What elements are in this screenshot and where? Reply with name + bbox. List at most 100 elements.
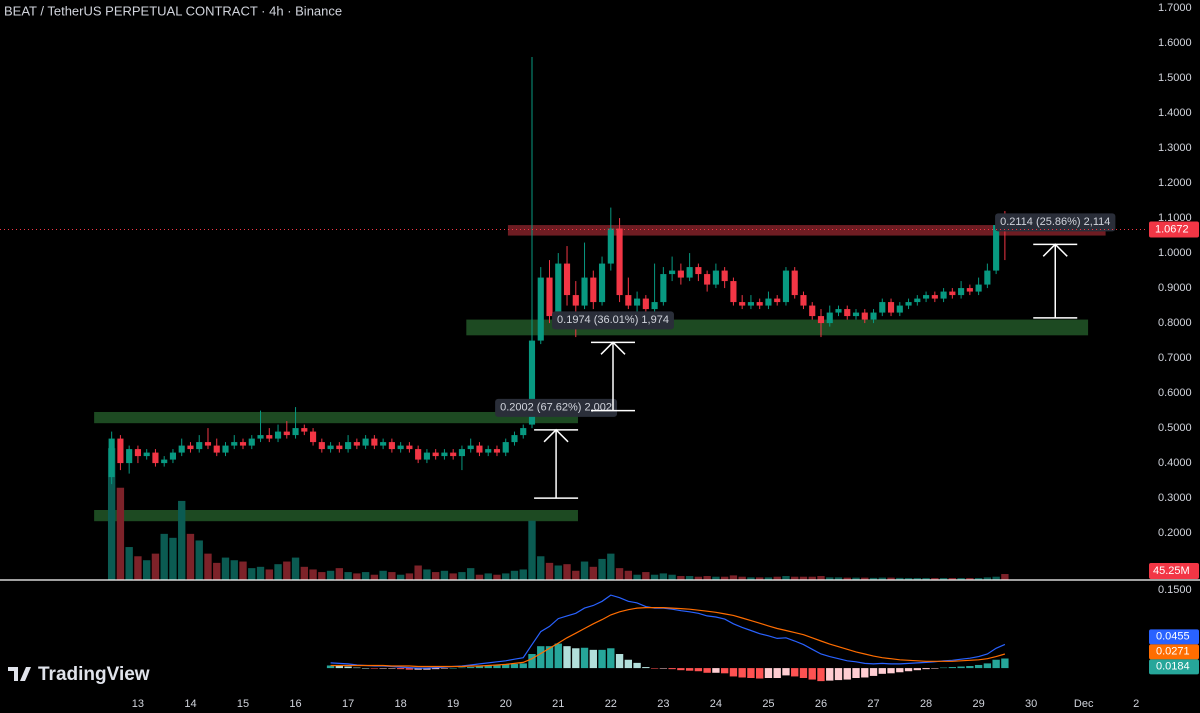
macd-histogram-bar (493, 664, 501, 669)
macd-value-bg (1149, 644, 1199, 660)
candle-body (318, 442, 325, 450)
volume-bar (852, 577, 860, 580)
candle-body (572, 295, 579, 306)
candle-body (301, 428, 308, 432)
x-tick-label: 21 (552, 698, 564, 710)
macd-histogram-bar (983, 663, 992, 669)
volume-bar (186, 533, 195, 580)
macd-histogram-bar (475, 666, 484, 669)
macd-histogram-bar (458, 667, 466, 669)
volume-bar (712, 576, 720, 580)
y-tick-label: 1.7000 (1158, 2, 1192, 14)
candle-body (485, 449, 492, 453)
x-tick-label: 14 (184, 698, 196, 710)
candle-body (458, 449, 466, 457)
volume-bar (125, 547, 133, 580)
macd-histogram-bar (361, 668, 370, 669)
candle-body (528, 340, 536, 425)
volume-bar (213, 562, 221, 580)
y-tick-label: 0.7000 (1158, 352, 1192, 364)
x-tick-label: Dec (1074, 698, 1094, 710)
candle-body (634, 298, 641, 306)
volume-bar (528, 520, 536, 580)
x-tick-label: 25 (762, 698, 774, 710)
candle-body (380, 442, 387, 446)
candle-body (625, 295, 632, 306)
volume-bar (703, 576, 711, 580)
volume-bar (572, 570, 580, 580)
volume-bar (379, 570, 387, 580)
candle-body (196, 442, 203, 450)
candle-body (774, 298, 781, 303)
volume-bar (440, 570, 449, 580)
candle-body (914, 298, 921, 303)
macd-histogram-bar (668, 668, 676, 670)
macd-histogram-bar (826, 668, 834, 681)
volume-bar (904, 578, 913, 580)
volume-bar (580, 561, 589, 580)
measure: 0.2114 (25.86%) 2,114 (995, 213, 1116, 319)
macd-histogram-bar (957, 666, 965, 669)
candle-body (187, 445, 194, 450)
logo-icon (8, 667, 31, 681)
candle-body (826, 312, 833, 324)
volume-bar (484, 573, 492, 580)
y-tick-label: 0.9000 (1158, 282, 1192, 294)
macd-histogram-bar (817, 668, 825, 682)
macd-histogram-bar (720, 668, 729, 674)
volume-bar (256, 566, 265, 580)
macd-histogram-bar (808, 668, 816, 680)
candle-body (388, 442, 395, 450)
macd-histogram-bar (379, 668, 387, 669)
volume-bar (764, 577, 773, 580)
volume-bar (361, 572, 370, 580)
y-tick-label: 1.2000 (1158, 177, 1192, 189)
measure-label: 0.2114 (25.86%) 2,114 (1000, 216, 1110, 228)
candle-body (765, 298, 772, 306)
candle-body (817, 316, 825, 324)
macd-histogram-bar (729, 668, 738, 677)
macd-histogram-bar (904, 668, 913, 672)
volume-bar (729, 575, 738, 580)
candle-body (310, 431, 317, 443)
volume-bar (467, 568, 475, 580)
volume-bar (344, 572, 352, 580)
measure-label-bg (995, 213, 1116, 232)
macd-histogram-bar (396, 668, 405, 670)
volume-bar (554, 565, 562, 580)
volume-bar (405, 573, 414, 580)
measure-arrow (600, 341, 626, 355)
volume-bar (116, 487, 125, 580)
macd-histogram-bar (642, 667, 650, 669)
volume-bar (195, 540, 203, 580)
candle-body (292, 428, 299, 436)
macd-histogram-bar (782, 668, 790, 676)
candle-body (143, 452, 150, 457)
candle-body (161, 459, 168, 464)
volume-bar (861, 577, 869, 580)
volume-bar (519, 569, 527, 580)
candle-body (651, 302, 658, 310)
macd-histogram-bar (431, 668, 440, 670)
volume-bar (887, 577, 895, 580)
volume-bar (221, 557, 230, 580)
macd-histogram-bar (896, 668, 904, 673)
volume-bar (826, 577, 834, 580)
brand-name: TradingView (38, 664, 150, 685)
volume-bar (414, 565, 422, 580)
volume-bar (817, 576, 825, 580)
candle-body (879, 302, 886, 313)
volume-bar (685, 576, 694, 580)
candle-body (520, 428, 527, 436)
candle-body (660, 274, 667, 303)
candle-body (791, 270, 798, 296)
y-tick-label: 1.3000 (1158, 142, 1192, 154)
macd-histogram-bar (764, 668, 773, 679)
candle-body (476, 445, 483, 453)
chart-title: BEAT / TetherUS PERPETUAL CONTRACT · 4h … (4, 3, 342, 18)
candle-body (800, 295, 807, 306)
macd-histogram-bar (537, 646, 545, 669)
zone (507, 225, 1106, 236)
x-tick-label: 18 (395, 698, 407, 710)
